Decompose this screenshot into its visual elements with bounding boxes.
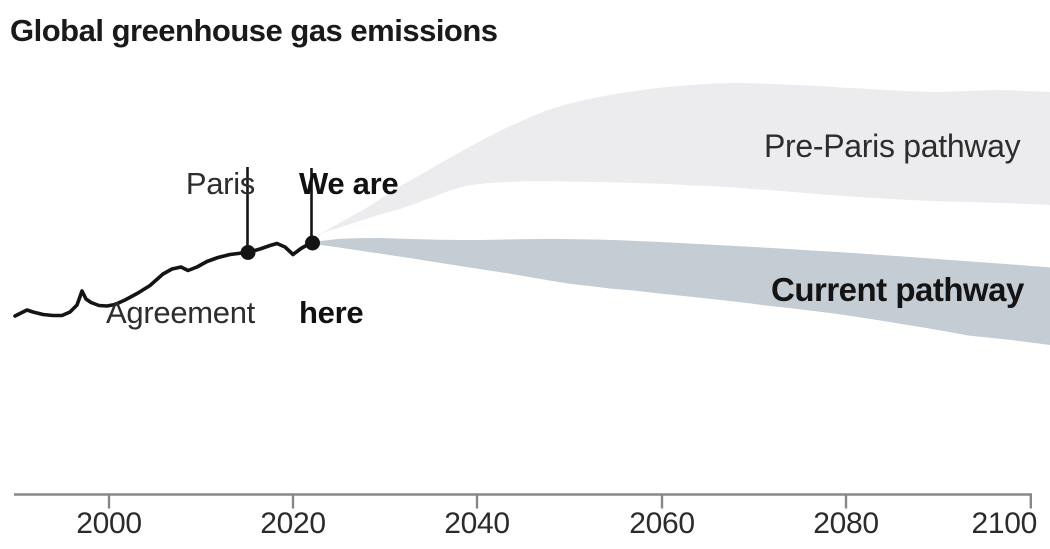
paris-agreement-marker-dot [240,245,256,260]
current-pathway-band [306,238,1050,345]
x-axis-label-2000: 2000 [76,507,142,540]
we-are-here-marker-dot [305,235,320,251]
x-axis-label-2040: 2040 [444,507,510,540]
historical-emissions-line [13,241,315,318]
x-axis-label-2080: 2080 [813,507,879,540]
we-are-here-annotation-line1: We are [299,166,399,201]
pre-paris-pathway-band [306,83,1050,243]
pre-paris-pathway-label: Pre-Paris pathway [764,128,1021,164]
chart-title: Global greenhouse gas emissions [10,13,498,48]
x-axis-label-2100: 2100 [971,507,1037,540]
current-pathway-label: Current pathway [771,271,1024,308]
x-axis [14,493,1033,509]
paris-agreement-annotation-line2: Agreement [106,295,255,330]
x-axis-label-2020: 2020 [260,507,326,540]
x-axis-label-2060: 2060 [629,507,695,540]
we-are-here-annotation-line2: here [299,295,364,330]
paris-agreement-annotation-line1: Paris [185,166,255,201]
we-are-here-annotation: We are here [299,76,399,420]
paris-agreement-annotation: Paris Agreement [55,76,255,420]
